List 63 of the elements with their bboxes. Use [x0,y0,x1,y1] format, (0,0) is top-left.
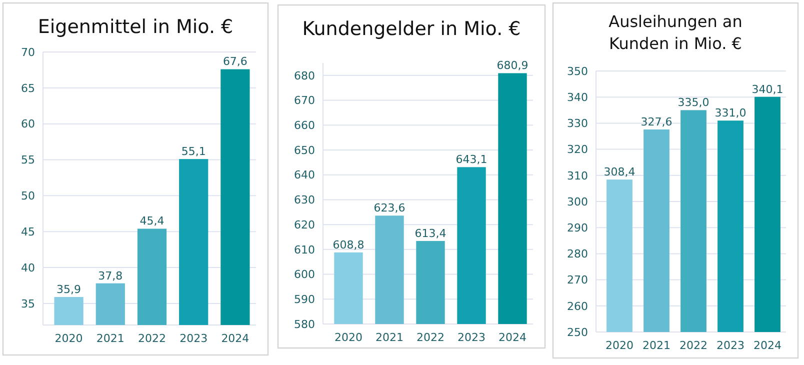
y-tick-label: 65 [21,82,35,95]
x-tick-label: 2021 [96,332,124,345]
x-tick-label: 2023 [180,332,208,345]
x-tick-label: 2022 [138,332,166,345]
data-label: 327,6 [640,115,672,128]
x-tick-label: 2020 [334,331,362,344]
y-tick-label: 610 [294,243,315,256]
y-tick-label: 670 [294,94,315,108]
data-label: 680,9 [496,59,528,72]
x-tick-label: 2023 [716,339,744,352]
y-tick-label: 630 [294,194,315,207]
y-tick-label: 600 [294,268,315,282]
y-tick-label: 640 [294,168,315,182]
y-tick-label: 620 [294,218,315,232]
y-tick-label: 340 [567,90,588,104]
y-tick-label: 60 [21,118,35,131]
y-tick-label: 250 [567,326,588,339]
y-tick-label: 650 [294,144,315,157]
y-tick-label: 590 [294,292,315,306]
chart-title: Kundengelder in Mio. € [302,18,521,40]
y-tick-label: 40 [21,261,35,274]
x-tick-label: 2022 [680,339,708,352]
x-tick-label: 2021 [642,339,670,352]
y-tick-label: 280 [567,248,588,261]
y-tick-label: 70 [21,46,35,59]
y-tick-label: 45 [21,225,35,238]
y-tick-label: 300 [567,195,588,208]
chart-title: Eigenmittel in Mio. € [38,16,234,38]
x-tick-label: 2022 [416,331,444,344]
x-tick-label: 2024 [754,339,782,352]
y-tick-label: 310 [567,169,588,182]
data-label: 308,4 [604,166,636,179]
data-label: 340,1 [752,82,784,96]
data-label: 331,0 [714,106,746,120]
x-tick-label: 2020 [606,339,634,352]
y-tick-label: 55 [21,154,35,167]
y-tick-label: 350 [567,64,588,78]
data-label: 35,9 [56,282,82,296]
x-tick-label: 2020 [54,332,83,345]
x-tick-label: 2024 [498,331,526,344]
x-tick-label: 2024 [221,332,250,345]
data-label: 623,6 [374,202,406,215]
data-label: 335,0 [678,96,710,110]
x-tick-label: 2021 [376,331,404,344]
y-tick-label: 330 [567,117,588,130]
x-tick-label: 2023 [458,331,486,344]
y-tick-label: 35 [21,297,35,310]
data-label: 55,1 [181,145,206,158]
chart-title: Ausleihungen an Kunden in Mio. € [608,12,742,53]
data-label: 37,8 [98,269,123,282]
y-tick-label: 290 [567,221,588,234]
data-label: 45,4 [140,214,164,228]
y-tick-label: 260 [567,300,588,313]
data-label: 67,6 [222,55,248,68]
y-tick-label: 580 [294,318,315,331]
data-label: 643,1 [456,153,488,166]
y-tick-label: 270 [567,274,588,287]
y-tick-label: 320 [567,143,588,156]
data-label: 608,8 [332,238,364,252]
y-tick-label: 50 [21,190,35,203]
y-tick-label: 680 [294,69,315,82]
data-label: 613,4 [414,226,446,240]
y-tick-label: 660 [294,118,315,132]
